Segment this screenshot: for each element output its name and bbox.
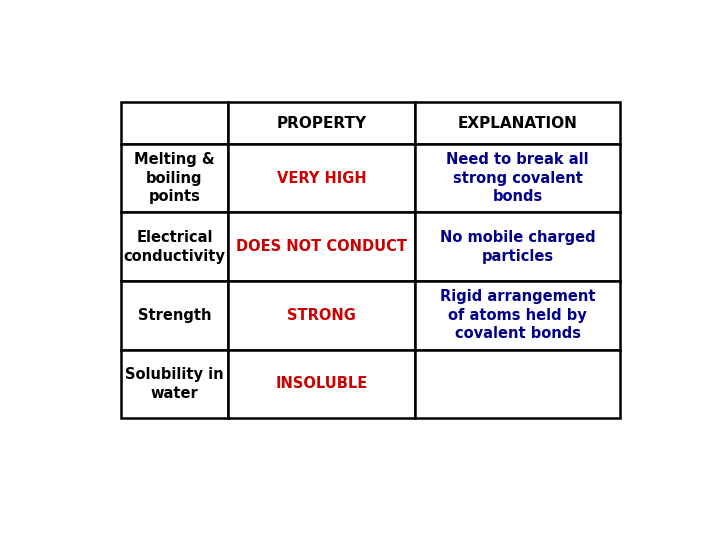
Bar — [228, 212, 415, 281]
Text: Melting &
boiling
points: Melting & boiling points — [134, 152, 215, 204]
Bar — [415, 281, 620, 349]
Text: Strength: Strength — [138, 308, 211, 323]
Text: Rigid arrangement
of atoms held by
covalent bonds: Rigid arrangement of atoms held by coval… — [440, 289, 595, 341]
Text: INSOLUBLE: INSOLUBLE — [276, 376, 368, 392]
Bar — [121, 102, 228, 144]
Bar — [121, 212, 228, 281]
Bar — [121, 144, 228, 212]
Bar — [228, 349, 415, 418]
Text: PROPERTY: PROPERTY — [276, 116, 366, 131]
Text: DOES NOT CONDUCT: DOES NOT CONDUCT — [236, 239, 408, 254]
Text: VERY HIGH: VERY HIGH — [277, 171, 366, 186]
Text: No mobile charged
particles: No mobile charged particles — [440, 230, 595, 264]
Bar — [415, 144, 620, 212]
Bar — [415, 349, 620, 418]
Text: EXPLANATION: EXPLANATION — [458, 116, 577, 131]
Bar — [228, 281, 415, 349]
Text: Solubility in
water: Solubility in water — [125, 367, 224, 401]
Text: Electrical
conductivity: Electrical conductivity — [123, 230, 225, 264]
Text: STRONG: STRONG — [287, 308, 356, 323]
Bar — [415, 102, 620, 144]
Text: Need to break all
strong covalent
bonds: Need to break all strong covalent bonds — [446, 152, 589, 204]
Bar — [121, 281, 228, 349]
Bar — [415, 212, 620, 281]
Bar — [121, 349, 228, 418]
Bar — [228, 144, 415, 212]
Bar — [228, 102, 415, 144]
